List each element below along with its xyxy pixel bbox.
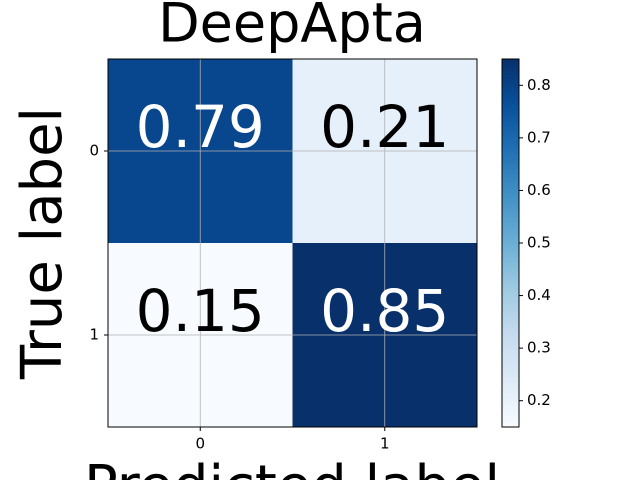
cell-label: 0.21 (320, 93, 449, 161)
x-axis-label: Predicted label (84, 454, 500, 480)
colorbar-tick-label: 0.4 (527, 286, 551, 304)
colorbar (501, 58, 520, 428)
y-tick-label: 0 (89, 142, 99, 160)
colorbar-tick-label: 0.8 (527, 76, 551, 94)
colorbar-tick-label: 0.2 (527, 391, 551, 409)
x-tick-label: 0 (195, 435, 205, 453)
colorbar-tick-label: 0.7 (527, 128, 551, 146)
plot-frame (107, 58, 478, 428)
cell-label: 0.15 (136, 277, 265, 345)
cell-label: 0.79 (136, 93, 265, 161)
y-tick-label: 1 (89, 326, 99, 344)
y-axis-label: True label (10, 107, 75, 380)
colorbar-tick-label: 0.3 (527, 339, 551, 357)
colorbar-tick-label: 0.6 (527, 181, 551, 199)
chart-title: DeepApta (158, 0, 426, 55)
cell-label: 0.85 (320, 277, 449, 345)
x-tick-label: 1 (380, 435, 390, 453)
colorbar-tick-label: 0.5 (527, 234, 551, 252)
